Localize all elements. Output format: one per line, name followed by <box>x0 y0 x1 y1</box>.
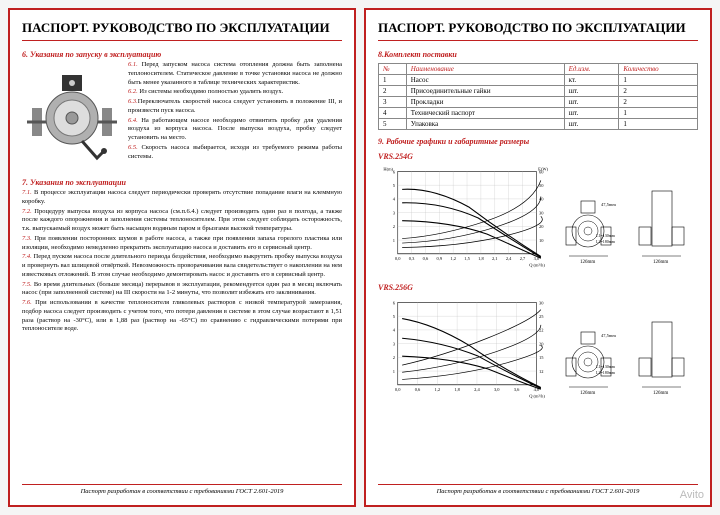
svg-text:E(W): E(W) <box>538 167 548 172</box>
svg-text:0,6: 0,6 <box>423 256 429 262</box>
pump-illustration <box>22 63 122 173</box>
svg-text:5: 5 <box>393 183 396 188</box>
svg-text:0,9: 0,9 <box>436 256 442 262</box>
svg-text:1,2: 1,2 <box>435 387 441 393</box>
svg-text:4: 4 <box>393 328 396 333</box>
svg-text:H(m): H(m) <box>383 167 393 172</box>
svg-text:2,7: 2,7 <box>520 256 526 262</box>
svg-text:126mm: 126mm <box>580 260 595 265</box>
svg-text:47,5mm: 47,5mm <box>601 202 616 208</box>
svg-text:Q (m³/h): Q (m³/h) <box>529 262 545 267</box>
footer-right: Паспорт разработан в соответствии с треб… <box>378 484 698 495</box>
doc-title: ПАСПОРТ. РУКОВОДСТВО ПО ЭКСПЛУАТАЦИИ <box>22 20 342 41</box>
svg-text:1: 1 <box>393 369 395 374</box>
svg-text:20: 20 <box>539 224 544 229</box>
svg-text:5: 5 <box>393 314 396 319</box>
dim-drawing-2: 47,5mm L1=130mm L2=180mm 126mm 126mm <box>552 294 698 404</box>
svg-text:30: 30 <box>539 210 544 215</box>
svg-text:Q (m³/h): Q (m³/h) <box>529 393 545 398</box>
page-right: ПАСПОРТ. РУКОВОДСТВО ПО ЭКСПЛУАТАЦИИ 8.К… <box>364 8 712 507</box>
model-2-label: VRS.256G <box>378 283 698 292</box>
svg-text:0,0: 0,0 <box>395 256 401 262</box>
para-7-4: 7.4. Перед пуском насоса после длительно… <box>22 253 342 279</box>
chart-1: 0,00,30,60,91,21,51,82,12,42,73,06605504… <box>378 163 548 273</box>
svg-text:L2=180mm: L2=180mm <box>596 239 616 244</box>
svg-text:15: 15 <box>539 355 544 360</box>
svg-text:0,0: 0,0 <box>395 387 401 393</box>
svg-text:1,5: 1,5 <box>464 256 470 262</box>
svg-text:1: 1 <box>393 238 395 243</box>
footer-left: Паспорт разработан в соответствии с треб… <box>22 484 342 495</box>
svg-text:0,3: 0,3 <box>409 256 415 262</box>
para-7-3: 7.3. При появлении посторонних шумов в р… <box>22 235 342 253</box>
svg-text:3,0: 3,0 <box>494 387 500 393</box>
section-6-head: 6. Указания по запуску в эксплуатацию <box>22 50 342 59</box>
svg-text:3: 3 <box>393 210 396 215</box>
doc-title-2: ПАСПОРТ. РУКОВОДСТВО ПО ЭКСПЛУАТАЦИИ <box>378 20 698 41</box>
svg-text:12: 12 <box>539 369 543 374</box>
svg-text:126mm: 126mm <box>653 391 668 396</box>
svg-text:L1=130mm: L1=130mm <box>596 233 616 238</box>
svg-text:10: 10 <box>539 238 544 243</box>
svg-text:126mm: 126mm <box>653 260 668 265</box>
svg-text:L1=130mm: L1=130mm <box>596 364 616 369</box>
para-7-5: 7.5. Во время длительных (больше месяца)… <box>22 281 342 299</box>
svg-text:1,2: 1,2 <box>450 256 456 262</box>
svg-text:25: 25 <box>539 314 544 319</box>
dim-drawing-1: 47,5mm L1=130mm L2=180mm 126mm 126mm <box>552 163 698 273</box>
supply-table: №НаименованиеЕд.изм.Количество 1Насоскт.… <box>378 63 698 130</box>
watermark: Avito <box>680 489 704 501</box>
chart-row-1: 0,00,30,60,91,21,51,82,12,42,73,06605504… <box>378 163 698 273</box>
chart-2: 0,00,61,21,82,43,03,64,06305254223202151… <box>378 294 548 404</box>
svg-text:6: 6 <box>393 300 396 305</box>
svg-text:L2=180mm: L2=180mm <box>596 370 616 375</box>
svg-text:0,6: 0,6 <box>415 387 421 393</box>
svg-text:2: 2 <box>393 355 395 360</box>
chart-row-2: 0,00,61,21,82,43,03,64,06305254223202151… <box>378 294 698 404</box>
svg-text:1,8: 1,8 <box>478 256 484 262</box>
svg-text:2: 2 <box>393 224 395 229</box>
svg-text:2,4: 2,4 <box>474 387 480 393</box>
section-8-head: 8.Комплект поставки <box>378 50 698 59</box>
section-9-head: 9. Рабочие графики и габаритные размеры <box>378 137 698 146</box>
para-7-1: 7.1. В процессе эксплуатации насоса след… <box>22 189 342 207</box>
model-1-label: VRS.254G <box>378 152 698 161</box>
svg-text:30: 30 <box>539 300 544 305</box>
svg-text:4: 4 <box>393 197 396 202</box>
svg-text:126mm: 126mm <box>580 391 595 396</box>
svg-text:2,4: 2,4 <box>506 256 512 262</box>
svg-text:2,1: 2,1 <box>492 256 498 262</box>
section-7-head: 7. Указания по эксплуатации <box>22 178 342 187</box>
svg-text:3,6: 3,6 <box>514 387 520 393</box>
svg-text:1,8: 1,8 <box>454 387 460 393</box>
para-7-2: 7.2. Процедуру выпуска воздуха из корпус… <box>22 208 342 234</box>
page-left: ПАСПОРТ. РУКОВОДСТВО ПО ЭКСПЛУАТАЦИИ 6. … <box>8 8 356 507</box>
svg-text:6: 6 <box>393 169 396 174</box>
svg-text:3: 3 <box>393 341 396 346</box>
svg-text:47,5mm: 47,5mm <box>601 333 616 339</box>
para-7-6: 7.6. При использовании в качестве теплон… <box>22 299 342 334</box>
